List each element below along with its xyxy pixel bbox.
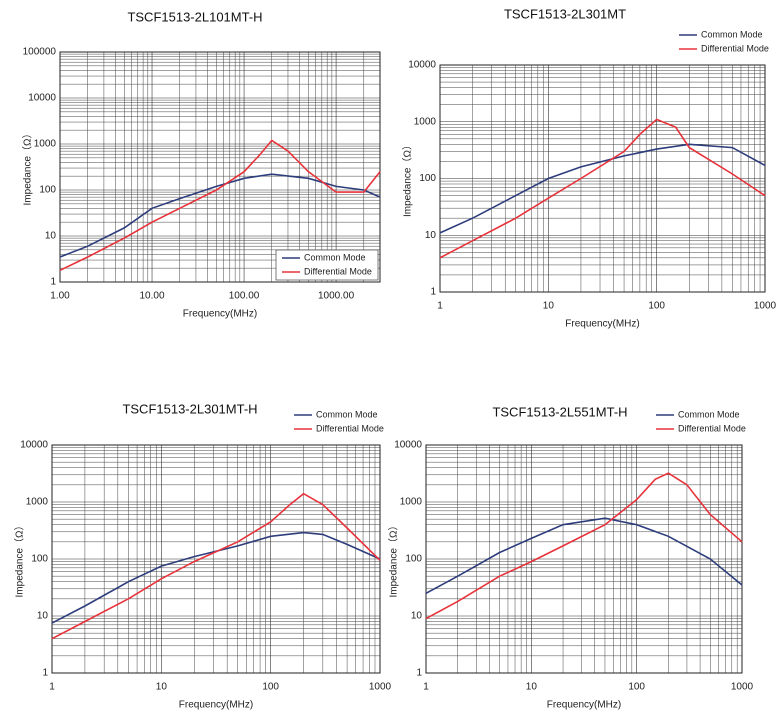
y-tick-label: 100 <box>39 185 56 196</box>
chart-title: TSCF1513-2L551MT-H <box>492 404 627 419</box>
legend-label: Common Mode <box>678 409 740 419</box>
y-tick-label: 100 <box>419 173 436 184</box>
x-tick-label: 1 <box>423 682 429 693</box>
x-axis-label: Frequency(MHz) <box>183 309 257 320</box>
x-tick-label: 1000.00 <box>318 291 355 302</box>
x-tick-label: 100.00 <box>229 291 260 302</box>
y-tick-label: 100 <box>31 554 48 565</box>
legend-label: Differential Mode <box>304 266 372 276</box>
x-tick-label: 100 <box>262 682 279 693</box>
x-tick-label: 100 <box>648 301 665 312</box>
series-line <box>59 173 381 258</box>
x-tick-label: 10 <box>526 682 538 693</box>
legend-label: Differential Mode <box>678 423 746 433</box>
series-line <box>439 143 766 234</box>
legend-box <box>275 249 379 281</box>
y-tick-label: 10000 <box>20 440 48 451</box>
series-line <box>51 531 381 624</box>
x-tick-label: 100 <box>628 682 645 693</box>
y-axis-label: Impedance（Ω） <box>14 521 26 598</box>
y-tick-label: 1 <box>430 287 436 298</box>
y-tick-label: 1 <box>42 668 48 679</box>
legend-label: Common Mode <box>701 29 763 39</box>
x-axis-label: Frequency(MHz) <box>179 700 253 711</box>
y-tick-label: 10000 <box>408 60 436 71</box>
x-tick-label: 1 <box>437 301 443 312</box>
x-tick-label: 1000 <box>754 301 777 312</box>
legend-label: Differential Mode <box>316 423 384 433</box>
y-axis-label: Impedance（Ω） <box>388 521 400 598</box>
y-tick-label: 10 <box>411 611 423 622</box>
chart-title: TSCF1513-2L101MT-H <box>127 9 262 24</box>
x-tick-label: 1000 <box>369 682 392 693</box>
y-tick-label: 1 <box>416 668 422 679</box>
plot-frame <box>425 444 743 674</box>
y-tick-label: 1000 <box>26 497 49 508</box>
y-tick-label: 10000 <box>394 440 422 451</box>
y-tick-label: 1 <box>50 277 56 288</box>
x-tick-label: 1000 <box>731 682 754 693</box>
legend-label: Common Mode <box>316 409 378 419</box>
legend-label: Common Mode <box>304 252 366 262</box>
plot-frame <box>439 64 766 293</box>
legend-label: Differential Mode <box>701 43 769 53</box>
y-axis-label: Impedance（Ω） <box>402 140 414 217</box>
y-tick-label: 1000 <box>414 116 437 127</box>
y-axis-label: Impedance（Ω） <box>22 129 34 206</box>
chart-title: TSCF1513-2L301MT-H <box>122 401 257 416</box>
y-tick-label: 10 <box>37 611 49 622</box>
y-tick-label: 1000 <box>34 139 57 150</box>
y-tick-label: 10000 <box>28 93 56 104</box>
x-tick-label: 1 <box>49 682 55 693</box>
series-line <box>51 492 381 640</box>
x-tick-label: 10 <box>543 301 555 312</box>
series-line <box>425 472 743 620</box>
chart: TSCF1513-2L301MT 1 10 100 1000 1 10 100 1000 1000… <box>402 6 777 329</box>
y-tick-label: 10 <box>45 231 57 242</box>
series-line <box>59 139 381 272</box>
x-tick-label: 1.00 <box>50 291 70 302</box>
chart-title: TSCF1513-2L301MT <box>504 6 626 21</box>
x-axis-label: Frequency(MHz) <box>547 700 621 711</box>
chart: TSCF1513-2L101MT-H 1.00 10.00 100.00 1000.00… <box>22 9 381 320</box>
x-axis-label: Frequency(MHz) <box>565 319 639 330</box>
series-line <box>439 118 766 259</box>
y-tick-label: 1000 <box>400 497 423 508</box>
x-tick-label: 10.00 <box>140 291 165 302</box>
chart: TSCF1513-2L301MT-H 1 10 100 1000 1 10 100 1000 10… <box>14 401 392 710</box>
y-tick-label: 100 <box>405 554 422 565</box>
chart: TSCF1513-2L551MT-H 1 10 100 1000 1 10 100 1000 10… <box>388 404 754 710</box>
y-tick-label: 10 <box>425 230 437 241</box>
x-tick-label: 10 <box>156 682 168 693</box>
y-tick-label: 100000 <box>23 47 57 58</box>
plot-frame <box>59 51 381 283</box>
series-line <box>425 517 743 595</box>
